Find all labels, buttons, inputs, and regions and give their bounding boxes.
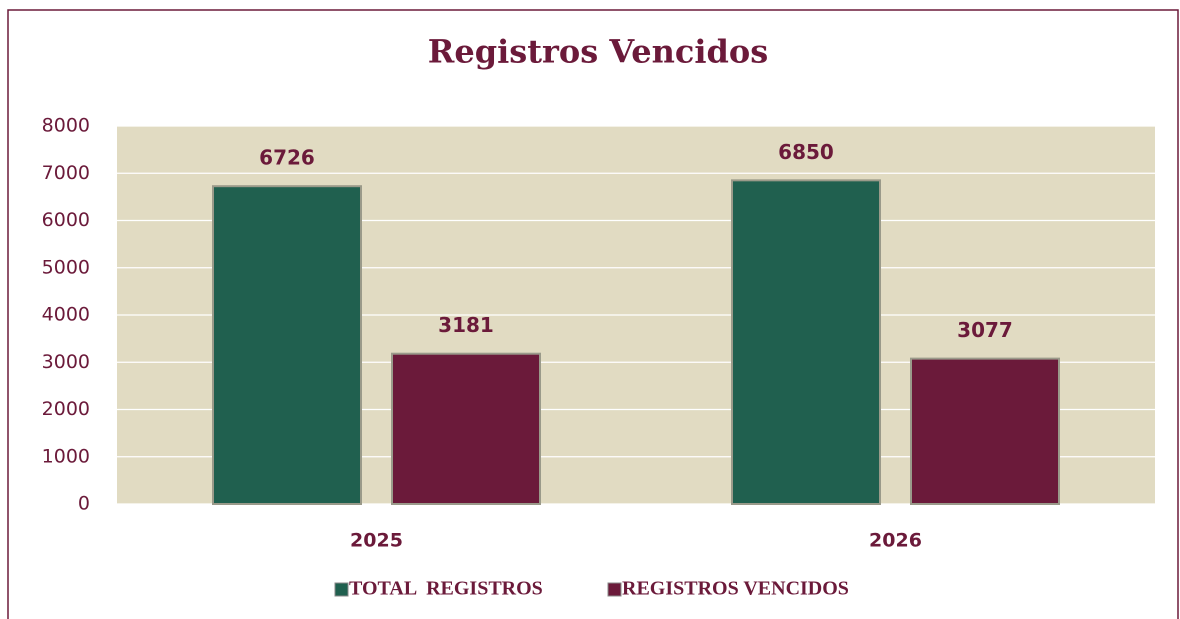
bar (391, 352, 541, 505)
data-label: 3077 (957, 318, 1013, 342)
x-tick-label: 2025 (350, 530, 403, 552)
bar (731, 179, 881, 505)
bar (910, 357, 1060, 505)
y-tick-label: 5000 (42, 256, 90, 278)
y-tick-label: 8000 (42, 115, 90, 137)
y-tick-label: 1000 (42, 445, 90, 467)
data-label: 3181 (438, 313, 494, 337)
y-tick-label: 4000 (42, 304, 90, 326)
legend-label: TOTAL REGISTROS (349, 578, 543, 600)
bar (212, 185, 362, 505)
y-tick-label: 3000 (42, 351, 90, 373)
y-tick-label: 0 (78, 493, 90, 515)
chart-title: Registros Vencidos (428, 33, 769, 71)
legend-label: REGISTROS VENCIDOS (622, 578, 849, 600)
x-tick-label: 2026 (869, 530, 922, 552)
frame (7, 9, 1179, 619)
y-tick-label: 2000 (42, 398, 90, 420)
data-label: 6726 (259, 146, 315, 170)
legend-swatch (334, 582, 349, 597)
data-label: 6850 (778, 140, 834, 164)
y-tick-label: 6000 (42, 209, 90, 231)
y-tick-label: 7000 (42, 162, 90, 184)
legend-swatch (607, 582, 622, 597)
